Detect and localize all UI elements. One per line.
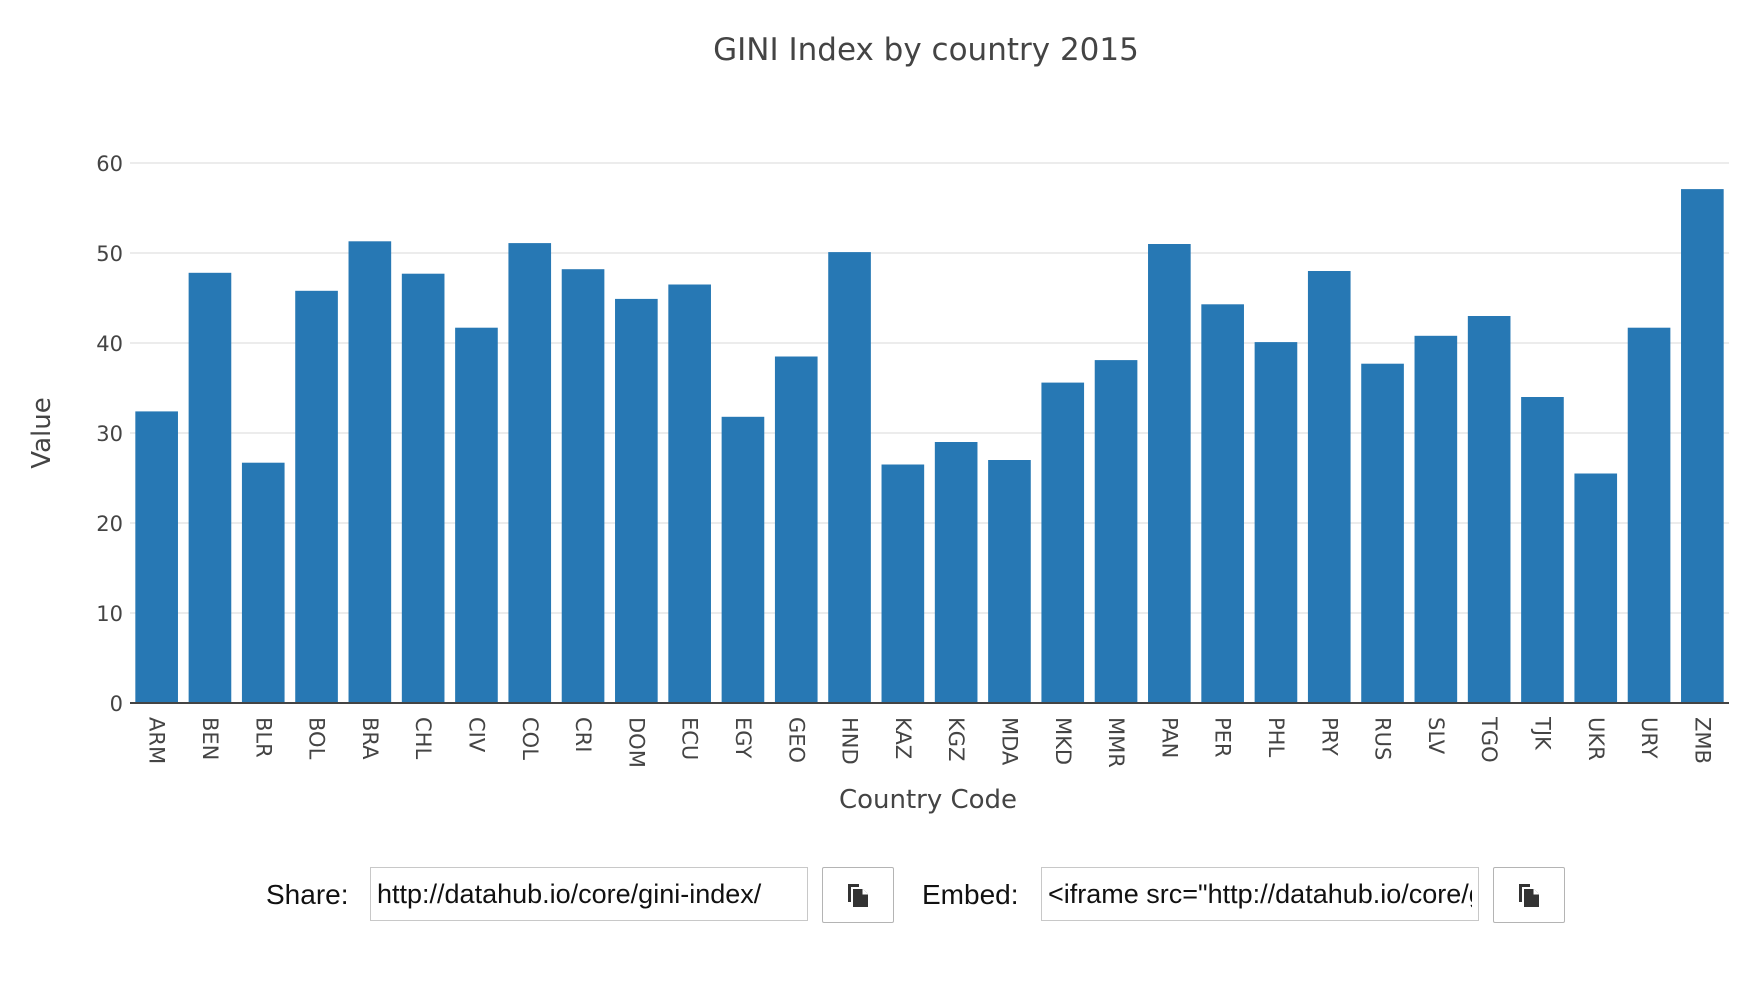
bar-blr xyxy=(241,462,285,703)
x-tick-label: BRA xyxy=(358,717,382,760)
y-tick-label: 20 xyxy=(96,512,123,536)
bar-kgz xyxy=(934,442,978,703)
x-tick-label: MMR xyxy=(1104,717,1128,768)
y-tick-label: 50 xyxy=(96,242,123,266)
bar-slv xyxy=(1414,335,1458,703)
x-tick-label: CIV xyxy=(464,717,488,753)
x-tick-label: SLV xyxy=(1424,717,1448,755)
bar-col xyxy=(508,243,552,703)
x-tick-label: PAN xyxy=(1157,717,1181,758)
x-tick-label: URY xyxy=(1637,717,1661,759)
x-tick-label: CHL xyxy=(411,717,435,759)
x-tick-label: TGO xyxy=(1477,716,1501,763)
x-tick-label: MDA xyxy=(997,717,1021,766)
share-url-input[interactable] xyxy=(370,867,808,921)
bar-civ xyxy=(455,327,498,703)
bar-cri xyxy=(561,269,605,703)
bar-zmb xyxy=(1681,189,1724,704)
y-tick-label: 0 xyxy=(110,692,123,716)
bar-arm xyxy=(135,411,178,703)
x-tick-label: KAZ xyxy=(891,717,915,759)
bar-bra xyxy=(348,241,392,704)
bar-tjk xyxy=(1521,397,1564,703)
x-tick-label: EGY xyxy=(731,717,755,758)
bar-geo xyxy=(774,356,818,703)
y-tick-label: 30 xyxy=(96,422,123,446)
x-tick-label: RUS xyxy=(1371,717,1395,760)
bar-per xyxy=(1201,304,1244,703)
bar-ury xyxy=(1627,327,1671,703)
bars xyxy=(135,189,1724,704)
x-tick-label: COL xyxy=(518,717,542,760)
x-tick-label: HND xyxy=(838,717,862,765)
bar-ukr xyxy=(1574,473,1618,703)
bar-mmr xyxy=(1094,360,1138,703)
copy-share-button[interactable] xyxy=(822,867,894,923)
x-tick-label: ZMB xyxy=(1690,717,1714,764)
x-tick-labels: ARM BEN BLR BOL BRA CHL CIV COL CRI DOM ECU EGY GEO H… xyxy=(145,716,1715,768)
bar-rus xyxy=(1361,363,1404,703)
bar-pry xyxy=(1307,271,1351,703)
y-tick-labels: 0 10 20 30 40 50 60 xyxy=(96,152,123,716)
copy-icon xyxy=(848,884,868,907)
y-tick-label: 10 xyxy=(96,602,123,626)
x-tick-label: PER xyxy=(1211,717,1235,758)
bar-chart: 0 10 20 30 40 50 60 ARM BEN BLR BOL BRA CHL CIV COL CR… xyxy=(27,32,1729,815)
x-tick-label: DOM xyxy=(624,717,648,768)
bar-chl xyxy=(401,273,445,703)
bar-bol xyxy=(295,290,338,703)
x-tick-label: ARM xyxy=(145,717,169,764)
bar-phl xyxy=(1254,342,1298,703)
y-axis-title: Value xyxy=(27,397,57,468)
x-tick-label: ECU xyxy=(678,717,702,760)
bar-ben xyxy=(188,272,232,703)
bar-kaz xyxy=(881,464,925,703)
share-label: Share: xyxy=(266,879,349,910)
x-tick-label: TJK xyxy=(1530,716,1554,751)
embed-code-input[interactable] xyxy=(1041,867,1479,921)
bar-tgo xyxy=(1467,316,1511,703)
y-tick-label: 60 xyxy=(96,152,123,176)
bar-hnd xyxy=(828,252,871,703)
copy-icon xyxy=(1519,884,1539,907)
x-tick-label: CRI xyxy=(571,717,595,752)
share-embed-row: Share: Embed: xyxy=(0,865,1764,925)
bar-pan xyxy=(1148,244,1191,703)
bar-mda xyxy=(988,460,1031,703)
chart-title: GINI Index by country 2015 xyxy=(713,32,1139,68)
bar-ecu xyxy=(668,284,711,703)
x-tick-label: GEO xyxy=(784,717,808,763)
bar-mkd xyxy=(1041,382,1085,703)
x-tick-label: PHL xyxy=(1264,717,1288,757)
x-tick-label: MKD xyxy=(1051,717,1075,765)
x-tick-label: BOL xyxy=(305,717,329,760)
x-tick-label: KGZ xyxy=(944,717,968,761)
x-tick-label: UKR xyxy=(1584,717,1608,761)
copy-embed-button[interactable] xyxy=(1493,867,1565,923)
x-tick-label: PRY xyxy=(1317,717,1341,756)
x-tick-label: BEN xyxy=(198,717,222,760)
gridlines xyxy=(130,162,1729,614)
y-tick-label: 40 xyxy=(96,332,123,356)
x-tick-label: BLR xyxy=(251,717,275,758)
embed-label: Embed: xyxy=(922,879,1019,910)
x-axis-title: Country Code xyxy=(839,785,1017,815)
bar-dom xyxy=(615,298,658,703)
bar-egy xyxy=(721,416,765,703)
